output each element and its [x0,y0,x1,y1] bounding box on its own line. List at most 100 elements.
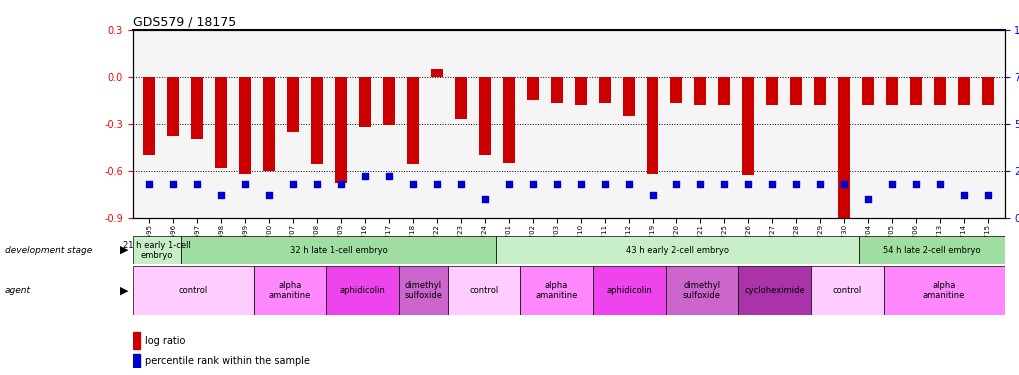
Bar [311,77,323,164]
Text: 54 h late 2-cell embryo: 54 h late 2-cell embryo [882,246,980,255]
Bar [598,77,610,104]
Point [476,196,492,202]
Bar [765,77,777,105]
Bar [526,77,538,101]
Bar [909,77,921,105]
FancyBboxPatch shape [447,266,520,315]
Text: 21 h early 1-cell
embryo: 21 h early 1-cell embryo [122,241,191,260]
FancyBboxPatch shape [520,266,592,315]
Point [931,181,948,187]
Bar [502,77,515,163]
Text: 32 h late 1-cell embryo: 32 h late 1-cell embryo [289,246,387,255]
Text: control: control [832,286,861,295]
Text: dimethyl
sulfoxide: dimethyl sulfoxide [404,281,442,300]
Point [620,181,636,187]
Text: percentile rank within the sample: percentile rank within the sample [146,356,310,366]
Point [165,181,181,187]
Bar [742,77,754,176]
Bar [933,77,945,105]
Point [357,173,373,179]
Point [572,181,588,187]
FancyBboxPatch shape [398,266,447,315]
Bar [669,77,682,104]
Bar [454,77,467,119]
Point [213,192,229,198]
Point [955,192,971,198]
Bar [574,77,586,105]
Text: alpha
amanitine: alpha amanitine [922,281,964,300]
Point [883,181,900,187]
Point [332,181,348,187]
Text: 43 h early 2-cell embryo: 43 h early 2-cell embryo [626,246,729,255]
Bar [813,77,825,105]
Point [428,181,444,187]
Point [692,181,708,187]
Point [811,181,827,187]
Text: agent: agent [5,286,31,295]
Point [596,181,612,187]
Point [548,181,565,187]
FancyBboxPatch shape [664,266,738,315]
Point [524,181,540,187]
Bar [790,77,802,105]
Point [788,181,804,187]
Point [667,181,684,187]
FancyBboxPatch shape [592,266,664,315]
Bar [215,77,227,168]
Bar [622,77,634,116]
Bar [167,77,179,136]
Point [284,181,301,187]
Text: development stage: development stage [5,246,93,255]
FancyBboxPatch shape [132,266,254,315]
FancyBboxPatch shape [132,236,181,264]
Bar [407,77,419,164]
Bar [430,69,442,77]
Bar [981,77,993,105]
Point [452,181,469,187]
Bar [359,77,371,127]
Point [836,181,852,187]
Bar [646,77,658,174]
Bar [144,77,155,155]
Bar [192,77,203,140]
Text: dimethyl
sulfoxide: dimethyl sulfoxide [682,281,720,300]
Bar [717,77,730,105]
Point [763,181,780,187]
FancyBboxPatch shape [495,236,858,264]
Point [740,181,756,187]
Point [500,181,517,187]
Bar [957,77,969,105]
FancyBboxPatch shape [738,266,810,315]
Bar [550,77,562,104]
Point [405,181,421,187]
Bar [287,77,299,132]
Text: log ratio: log ratio [146,336,185,345]
Text: aphidicolin: aphidicolin [605,286,651,295]
Point [261,192,277,198]
Point [859,196,875,202]
FancyBboxPatch shape [254,266,326,315]
Point [141,181,157,187]
Bar [334,77,346,183]
Text: aphidicolin: aphidicolin [339,286,385,295]
FancyBboxPatch shape [181,236,495,264]
Bar [382,77,394,125]
Bar [886,77,897,105]
Point [309,181,325,187]
Text: control: control [469,286,498,295]
Bar [132,354,141,368]
FancyBboxPatch shape [882,266,1004,315]
Point [236,181,253,187]
Point [979,192,996,198]
Bar [239,77,251,174]
Text: alpha
amanitine: alpha amanitine [269,281,311,300]
Bar [132,332,141,349]
Bar [263,77,275,171]
FancyBboxPatch shape [810,266,882,315]
Point [189,181,205,187]
Text: ▶: ▶ [120,286,128,296]
FancyBboxPatch shape [326,266,398,315]
Point [907,181,923,187]
Text: cycloheximide: cycloheximide [744,286,804,295]
Point [380,173,396,179]
